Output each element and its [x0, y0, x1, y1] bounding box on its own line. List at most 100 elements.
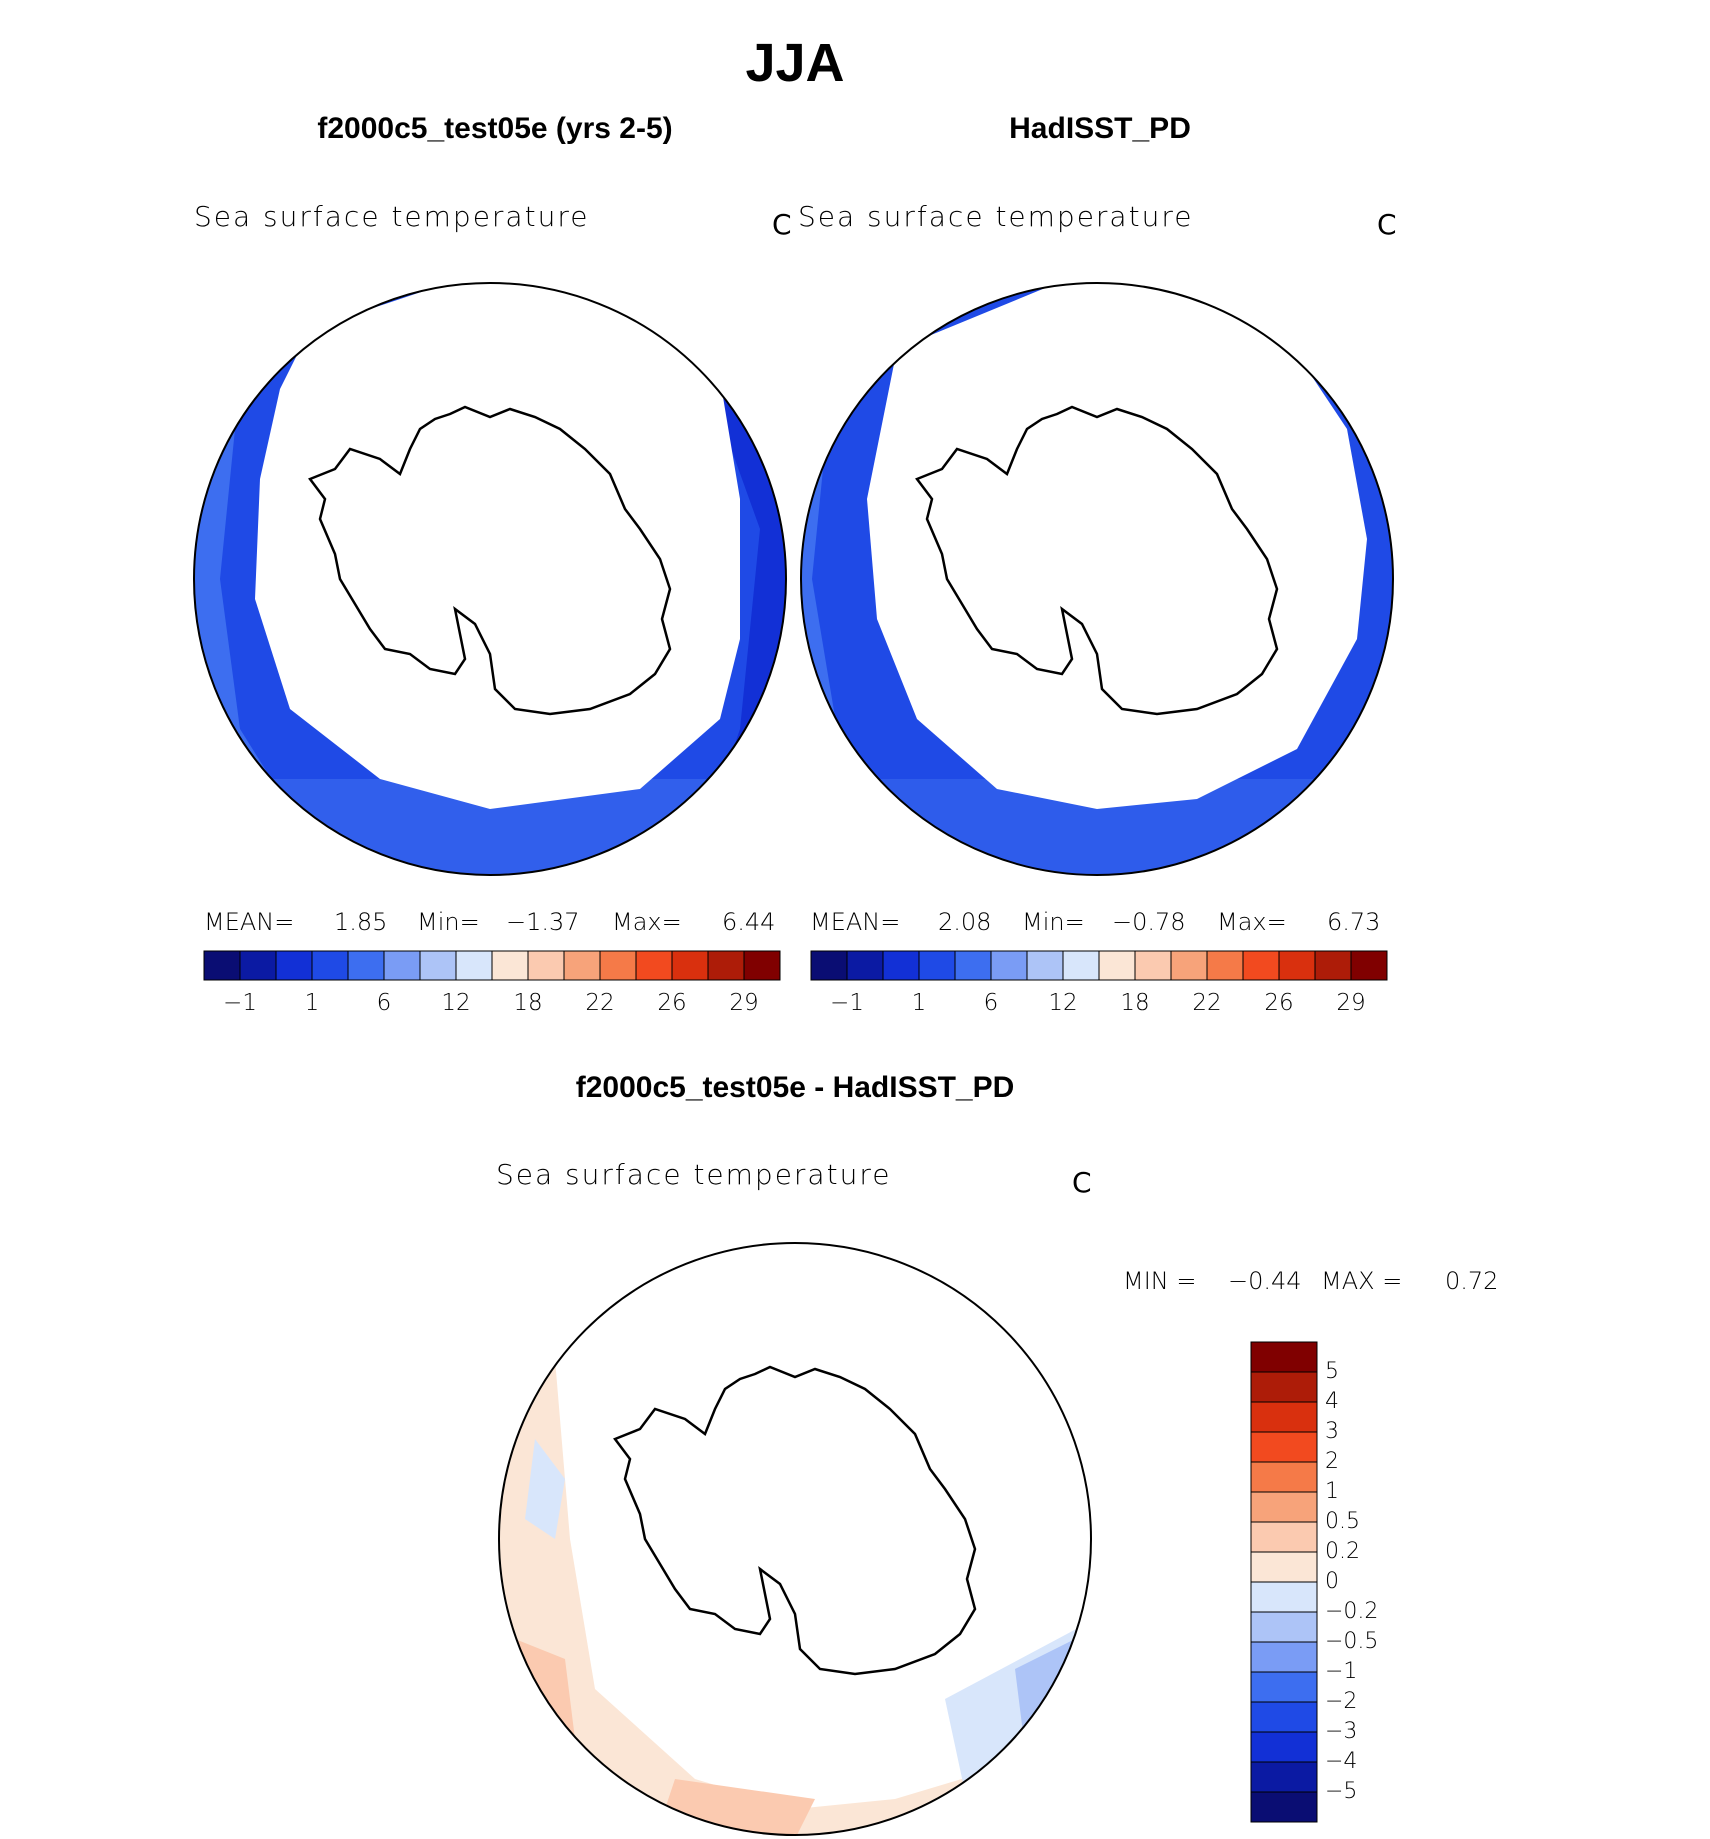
- colorbar-observations-tick-label: 6: [983, 990, 999, 1016]
- colorbar-difference-color-8: [1250, 1551, 1318, 1583]
- colorbar-observations-color-6: [1026, 950, 1064, 981]
- colorbar-model-tick-label: 18: [513, 990, 543, 1016]
- colorbar-difference-tick-label: 4: [1325, 1389, 1339, 1414]
- figure-title: JJA: [745, 33, 845, 93]
- colorbar-difference-color-7: [1250, 1581, 1318, 1613]
- mean-value-observations: 2.08: [938, 908, 992, 936]
- colorbar-difference-color-15: [1250, 1341, 1318, 1373]
- colorbar-model-tick-label: 26: [657, 990, 687, 1016]
- units-label-observations: C: [1377, 208, 1397, 241]
- colorbar-observations-tick-label: 29: [1336, 990, 1366, 1016]
- colorbar-difference-color-3: [1250, 1701, 1318, 1733]
- colorbar-difference-tick-label: 1: [1325, 1479, 1339, 1504]
- colorbar-model: [203, 950, 781, 981]
- colorbar-difference-color-9: [1250, 1521, 1318, 1553]
- max-value-observations: 6.73: [1327, 908, 1381, 936]
- colorbar-model-color-6: [419, 950, 457, 981]
- colorbar-model-color-0: [203, 950, 241, 981]
- max-label-difference: MAX =: [1321, 1267, 1403, 1295]
- map-observations: [800, 282, 1394, 876]
- colorbar-observations-color-3: [918, 950, 956, 981]
- max-value-difference: 0.72: [1445, 1267, 1499, 1295]
- colorbar-observations-color-10: [1170, 950, 1208, 981]
- colorbar-observations-tick-label: 1: [911, 990, 927, 1016]
- colorbar-model-color-10: [563, 950, 601, 981]
- colorbar-model-color-8: [491, 950, 529, 981]
- colorbar-model-color-14: [707, 950, 745, 981]
- panel-title-difference: f2000c5_test05e - HadISST_PD: [575, 1071, 1015, 1104]
- colorbar-observations-color-0: [810, 950, 848, 981]
- max-label-observations: Max=: [1217, 908, 1287, 936]
- units-label-model: C: [772, 208, 792, 241]
- colorbar-model-color-1: [239, 950, 277, 981]
- colorbar-observations-color-11: [1206, 950, 1244, 981]
- colorbar-difference: [1250, 1341, 1318, 1823]
- colorbar-difference-tick-label: 0.5: [1325, 1509, 1360, 1534]
- colorbar-model-color-5: [383, 950, 421, 981]
- units-label-difference: C: [1072, 1166, 1092, 1199]
- colorbar-difference-tick-label: −5: [1325, 1779, 1358, 1804]
- colorbar-model-tick-label: 1: [304, 990, 320, 1016]
- colorbar-observations-tick-label: −1: [830, 990, 864, 1016]
- max-label-model: Max=: [612, 908, 682, 936]
- colorbar-observations-color-13: [1278, 950, 1316, 981]
- mean-value-model: 1.85: [334, 908, 388, 936]
- mean-label-observations: MEAN=: [810, 908, 901, 936]
- colorbar-model-color-9: [527, 950, 565, 981]
- colorbar-observations-color-5: [990, 950, 1028, 981]
- colorbar-observations: [810, 950, 1388, 981]
- colorbar-difference-color-12: [1250, 1431, 1318, 1463]
- colorbar-difference-color-2: [1250, 1731, 1318, 1763]
- colorbar-observations-tick-label: 18: [1120, 990, 1150, 1016]
- colorbar-difference-tick-label: −4: [1325, 1749, 1358, 1774]
- colorbar-difference-color-0: [1250, 1791, 1318, 1823]
- colorbar-model-color-11: [599, 950, 637, 981]
- min-value-difference: −0.44: [1228, 1267, 1302, 1295]
- colorbar-model-tick-label: −1: [223, 990, 257, 1016]
- colorbar-difference-tick-label: 5: [1325, 1359, 1339, 1384]
- colorbar-model-color-2: [275, 950, 313, 981]
- colorbar-model-color-7: [455, 950, 493, 981]
- colorbar-difference-color-5: [1250, 1641, 1318, 1673]
- colorbar-model-color-4: [347, 950, 385, 981]
- min-label-model: Min=: [417, 908, 480, 936]
- colorbar-model-tick-label: 12: [441, 990, 471, 1016]
- colorbar-difference-color-1: [1250, 1761, 1318, 1793]
- colorbar-difference-tick-label: −0.2: [1325, 1599, 1379, 1624]
- min-label-observations: Min=: [1022, 908, 1085, 936]
- colorbar-difference-color-10: [1250, 1491, 1318, 1523]
- colorbar-difference-tick-label: −1: [1325, 1659, 1358, 1684]
- colorbar-observations-tick-label: 12: [1048, 990, 1078, 1016]
- colorbar-difference-tick-label: 3: [1325, 1419, 1339, 1444]
- colorbar-observations-color-4: [954, 950, 992, 981]
- colorbar-difference-tick-label: 0: [1325, 1569, 1339, 1594]
- colorbar-model-tick-label: 29: [729, 990, 759, 1016]
- colorbar-observations-color-15: [1350, 950, 1388, 981]
- panel-title-observations: HadISST_PD: [1009, 112, 1191, 145]
- min-label-difference: MIN =: [1123, 1267, 1197, 1295]
- colorbar-observations-color-1: [846, 950, 884, 981]
- map-difference: [498, 1242, 1092, 1836]
- colorbar-observations-tick-label: 22: [1192, 990, 1222, 1016]
- max-value-model: 6.44: [722, 908, 776, 936]
- mean-label-model: MEAN=: [204, 908, 295, 936]
- colorbar-model-tick-label: 22: [585, 990, 615, 1016]
- colorbar-difference-color-6: [1250, 1611, 1318, 1643]
- colorbar-observations-color-14: [1314, 950, 1352, 981]
- colorbar-observations-color-12: [1242, 950, 1280, 981]
- colorbar-difference-tick-label: 2: [1325, 1449, 1339, 1474]
- colorbar-difference-tick-label: 0.2: [1325, 1539, 1360, 1564]
- colorbar-model-color-3: [311, 950, 349, 981]
- min-value-observations: −0.78: [1112, 908, 1186, 936]
- colorbar-model-tick-label: 6: [376, 990, 392, 1016]
- colorbar-observations-color-7: [1062, 950, 1100, 981]
- colorbar-observations-color-9: [1134, 950, 1172, 981]
- colorbar-difference-color-11: [1250, 1461, 1318, 1493]
- colorbar-model-color-12: [635, 950, 673, 981]
- variable-label-observations: Sea surface temperature: [798, 200, 1194, 233]
- colorbar-difference-tick-label: −2: [1325, 1689, 1358, 1714]
- colorbar-difference-color-4: [1250, 1671, 1318, 1703]
- colorbar-observations-color-8: [1098, 950, 1136, 981]
- colorbar-observations-tick-label: 26: [1264, 990, 1294, 1016]
